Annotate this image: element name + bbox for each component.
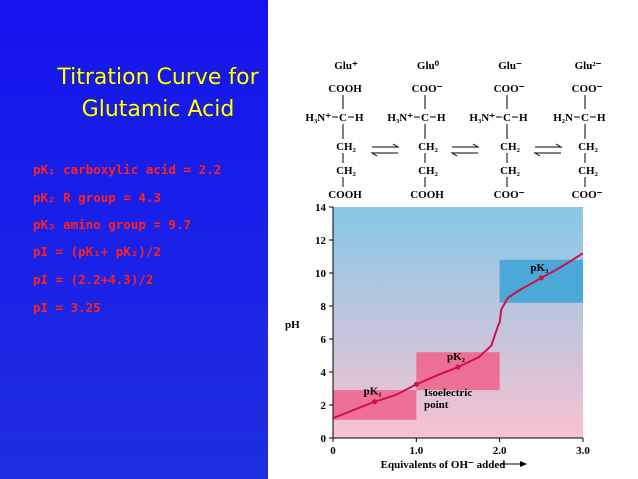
structure-group: COO⁻	[572, 189, 603, 201]
structure-group: H	[597, 112, 606, 124]
shaded-region	[499, 259, 583, 303]
title-line: Glutamic Acid	[82, 97, 235, 122]
note-line: pI = (pK₁+ pK₂)/2	[33, 244, 161, 259]
structure-label: Glu⁺	[334, 60, 358, 72]
y-tick-label: 12	[315, 235, 327, 247]
y-axis-label: pH	[285, 319, 300, 331]
y-tick-label: 2	[321, 400, 327, 412]
structure-group: H₂N	[553, 112, 573, 124]
structure-group: COO⁻	[572, 83, 603, 95]
structure-group: COOH	[328, 83, 362, 95]
y-tick-label: 10	[315, 268, 327, 280]
y-tick-label: 6	[321, 334, 327, 346]
structure-group: CH₂	[418, 141, 439, 153]
structure-group: H₃N⁺	[305, 112, 331, 124]
curve-point	[372, 399, 378, 405]
annotation: Isoelectric	[424, 387, 472, 399]
y-tick-label: 0	[321, 433, 327, 445]
structure-group: C	[503, 112, 511, 124]
shaded-region	[416, 352, 500, 391]
x-tick-label: 1.0	[409, 445, 423, 457]
note-line: pK₃ amino group = 9.7	[33, 217, 191, 232]
y-tick-label: 4	[321, 367, 327, 379]
x-tick-label: 3.0	[576, 445, 590, 457]
structure-group: H₃N⁺	[387, 112, 413, 124]
structure-group: C	[581, 112, 589, 124]
point-label: pK₂	[447, 351, 466, 363]
structure-label: Glu⁰	[417, 60, 440, 72]
structure-group: H	[519, 112, 528, 124]
structure-group: H₃N⁺	[469, 112, 495, 124]
note-line: pI = 3.25	[33, 300, 101, 315]
structure-group: COO⁻	[494, 83, 525, 95]
structure-group: COOH	[328, 189, 362, 201]
structure-group: CH₂	[500, 165, 521, 177]
structure-group: COOH	[410, 189, 444, 201]
structure-group: H	[437, 112, 446, 124]
x-arrowhead	[520, 461, 527, 467]
structure-label: Glu⁻	[498, 60, 522, 72]
annotation: point	[424, 399, 449, 411]
structure-group: C	[339, 112, 347, 124]
structure-group: H	[355, 112, 364, 124]
structure-label: Glu²⁻	[575, 60, 602, 72]
note-line: pI = (2.2+4.3)/2	[33, 272, 153, 287]
titration-curve	[332, 252, 584, 420]
x-tick-label: 2.0	[493, 445, 507, 457]
curve-point	[538, 275, 544, 281]
shaded-region	[333, 390, 417, 420]
point-label: pK₃	[530, 262, 549, 274]
x-axis-label: Equivalents of OH⁻ added	[381, 459, 506, 471]
point-label: pK₁	[364, 386, 382, 398]
structure-group: COO⁻	[494, 189, 525, 201]
eq-arrows	[370, 143, 563, 157]
structure-group: CH₂	[578, 141, 599, 153]
title-line: Titration Curve for	[56, 65, 259, 90]
y-tick-label: 14	[315, 202, 327, 214]
structure-group: CH₂	[336, 165, 357, 177]
note-line: pK₁ carboxylic acid = 2.2	[33, 162, 221, 177]
x-tick-label: 0	[330, 445, 336, 457]
structure-group: CH₂	[336, 141, 357, 153]
structure-group: C	[421, 112, 429, 124]
structure-group: CH₂	[578, 165, 599, 177]
curve-point	[413, 381, 419, 387]
curve-point	[455, 364, 461, 370]
structure-group: CH₂	[418, 165, 439, 177]
y-tick-label: 8	[321, 301, 327, 313]
structure-group: CH₂	[500, 141, 521, 153]
structure-group: COO⁻	[412, 83, 443, 95]
blue-panel	[0, 0, 268, 479]
note-line: pK₂ R group = 4.3	[33, 190, 161, 205]
